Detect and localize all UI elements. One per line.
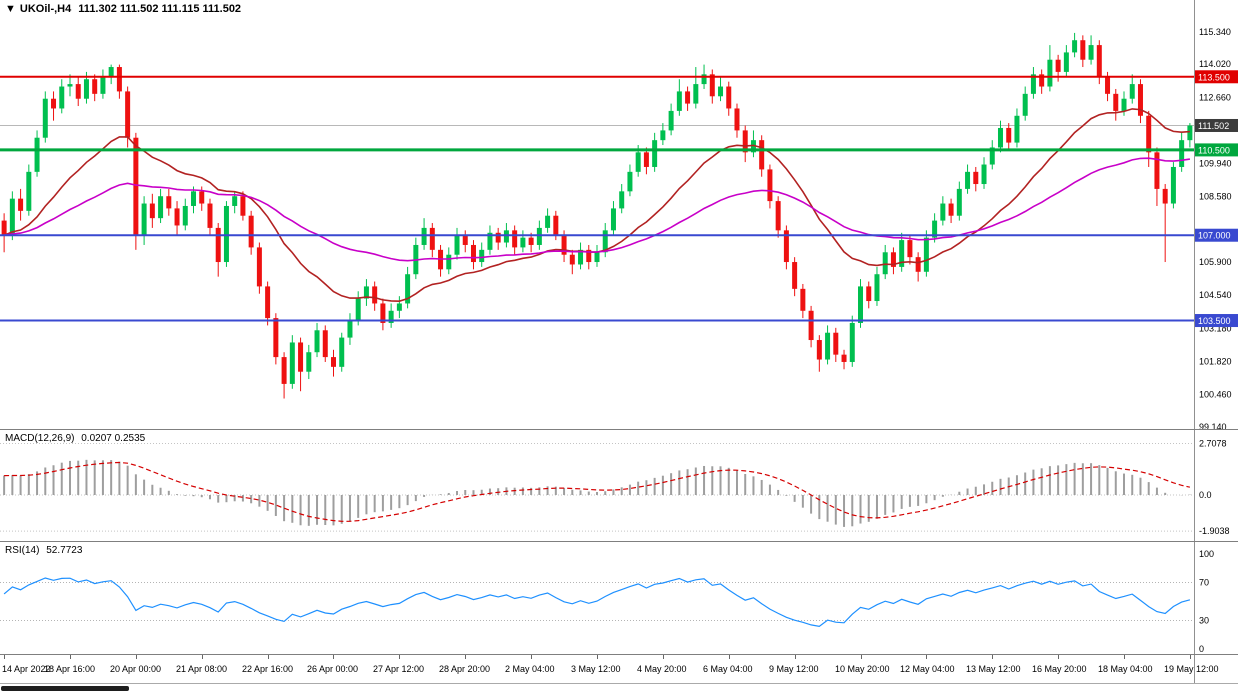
rsi-axis-label: 100 [1199, 549, 1214, 559]
time-tick [202, 655, 203, 659]
time-axis-label: 22 Apr 16:00 [242, 664, 294, 674]
macd-histogram [3, 459, 1191, 527]
svg-text:103.500: 103.500 [1198, 316, 1231, 326]
rsi-line [3, 577, 1191, 628]
time-tick [268, 655, 269, 659]
price-axis-label: 104.540 [1199, 290, 1232, 300]
time-axis-label: 18 May 04:00 [1098, 664, 1153, 674]
macd-indicator-panel[interactable]: 2.7078 0.0 -1.9038 MACD(12,26,9) 0.0207 0.… [0, 430, 1238, 542]
price-axis-label: 99.140 [1199, 422, 1227, 429]
time-axis-label: 27 Apr 12:00 [373, 664, 425, 674]
time-axis-label: 2 May 04:00 [505, 664, 555, 674]
time-tick [795, 655, 796, 659]
price-axis-label: 112.660 [1199, 92, 1231, 102]
time-axis-label: 28 Apr 20:00 [439, 664, 491, 674]
ma-line-55 [3, 157, 1191, 262]
time-axis-label: 20 Apr 00:00 [110, 664, 162, 674]
time-tick [70, 655, 71, 659]
svg-text:111.502: 111.502 [1198, 121, 1229, 131]
time-tick [1190, 655, 1191, 659]
macd-axis-label: -1.9038 [1199, 526, 1230, 536]
price-axis-label: 100.460 [1199, 390, 1232, 400]
macd-axis-label: 2.7078 [1199, 439, 1227, 449]
time-tick [136, 655, 137, 659]
time-axis-label: 13 May 12:00 [966, 664, 1021, 674]
macd-signal-line [4, 461, 1191, 522]
price-chart: 115.340 114.020 112.660 109.940 108.580 105.9… [0, 0, 1238, 429]
time-axis-label: 18 Apr 16:00 [44, 664, 96, 674]
time-axis-label: 10 May 20:00 [835, 664, 890, 674]
time-tick [663, 655, 664, 659]
time-axis-label: 26 Apr 00:00 [307, 664, 359, 674]
time-axis[interactable]: 14 Apr 2022 18 Apr 16:00 20 Apr 00:00 21 Ap… [0, 655, 1238, 683]
svg-text:113.500: 113.500 [1198, 72, 1230, 82]
rsi-chart: 100 70 30 0 [0, 542, 1214, 654]
macd-chart: 2.7078 0.0 -1.9038 [0, 430, 1230, 541]
time-tick [861, 655, 862, 659]
rsi-axis-label: 70 [1199, 578, 1209, 588]
time-axis-label: 4 May 20:00 [637, 664, 687, 674]
time-axis-label: 14 Apr 2022 [2, 664, 51, 674]
rsi-indicator-panel[interactable]: 100 70 30 0 RSI(14) 52.7723 [0, 542, 1238, 655]
time-axis-label: 9 May 12:00 [769, 664, 819, 674]
rsi-axis-label: 0 [1199, 644, 1204, 654]
time-tick [333, 655, 334, 659]
time-tick [531, 655, 532, 659]
price-axis-label: 114.020 [1199, 59, 1231, 69]
svg-text:110.500: 110.500 [1198, 145, 1230, 155]
svg-text:107.000: 107.000 [1198, 231, 1231, 241]
time-tick [992, 655, 993, 659]
ma-line-21 [3, 108, 1190, 303]
time-tick [926, 655, 927, 659]
price-axis-label: 115.340 [1199, 27, 1231, 37]
time-tick [465, 655, 466, 659]
time-axis-label: 16 May 20:00 [1032, 664, 1087, 674]
time-axis-label: 3 May 12:00 [571, 664, 621, 674]
time-tick [4, 655, 5, 659]
time-tick [597, 655, 598, 659]
price-axis-label: 109.940 [1199, 159, 1232, 169]
time-axis-label: 6 May 04:00 [703, 664, 753, 674]
time-axis-label: 12 May 04:00 [900, 664, 955, 674]
time-tick [729, 655, 730, 659]
price-axis-label: 105.900 [1199, 257, 1232, 267]
time-tick [399, 655, 400, 659]
axis-border [1194, 655, 1195, 683]
time-tick [1124, 655, 1125, 659]
price-axis-label: 103.180 [1199, 323, 1232, 333]
price-axis-label: 101.820 [1199, 356, 1232, 366]
price-axis-label: 108.580 [1199, 192, 1232, 202]
candles-group [1, 32, 1193, 399]
rsi-axis-label: 30 [1199, 616, 1209, 626]
macd-axis-label: 0.0 [1199, 490, 1212, 500]
h-scrollbar[interactable] [1, 686, 129, 691]
price-chart-panel[interactable]: 115.340 114.020 112.660 109.940 108.580 105.9… [0, 0, 1238, 430]
time-axis-label: 21 Apr 08:00 [176, 664, 228, 674]
time-tick [1058, 655, 1059, 659]
time-axis-label: 19 May 12:00 [1164, 664, 1219, 674]
scrollbar-track[interactable] [0, 683, 1238, 693]
